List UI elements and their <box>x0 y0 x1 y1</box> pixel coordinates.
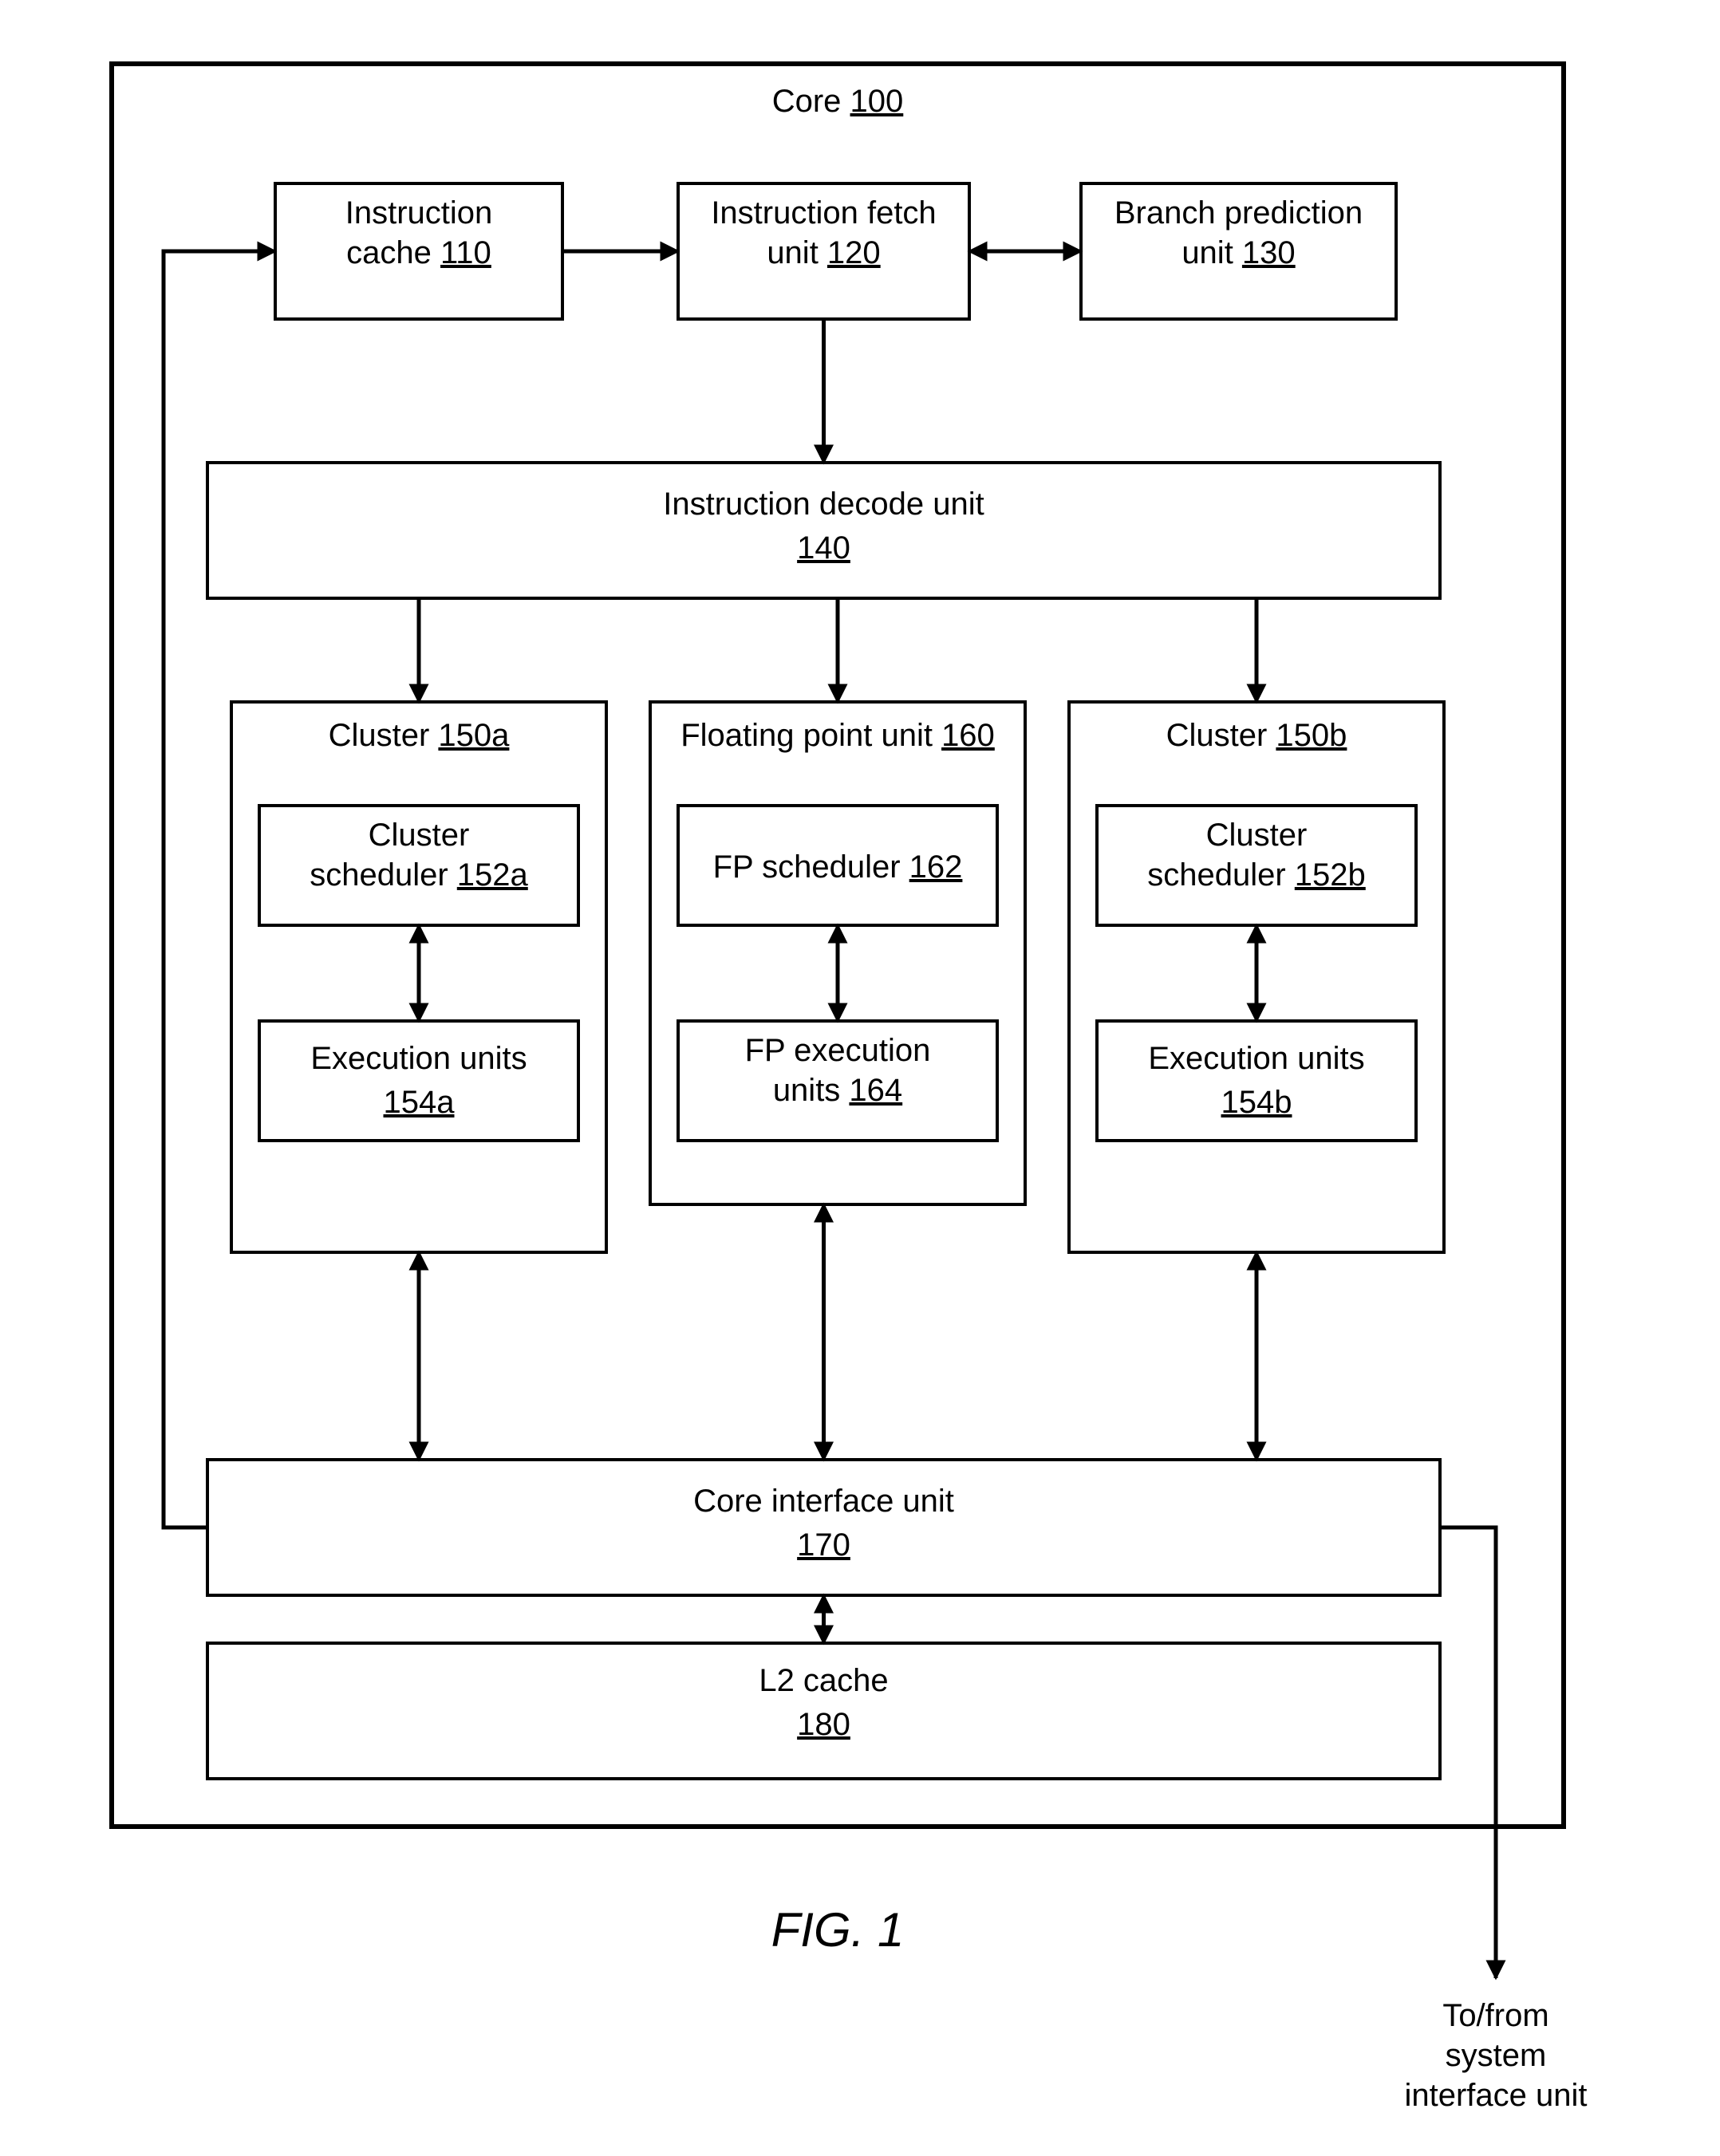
l2-cache-box: L2 cache 180 <box>207 1643 1440 1779</box>
svg-text:L2 cache: L2 cache <box>759 1663 888 1698</box>
execution-units-a-box: Execution units 154a <box>259 1021 578 1141</box>
fp-execution-units-box: FP execution units 164 <box>678 1021 997 1141</box>
svg-text:units 164: units 164 <box>773 1073 902 1108</box>
fp-scheduler-box: FP scheduler 162 <box>678 806 997 925</box>
svg-text:Core 100: Core 100 <box>772 84 904 119</box>
svg-text:170: 170 <box>797 1527 850 1563</box>
execution-units-b-box: Execution units 154b <box>1097 1021 1416 1141</box>
svg-text:140: 140 <box>797 530 850 566</box>
svg-text:system: system <box>1446 2038 1547 2073</box>
svg-text:154b: 154b <box>1221 1085 1292 1120</box>
svg-text:Instruction decode unit: Instruction decode unit <box>663 487 984 522</box>
svg-text:Branch prediction: Branch prediction <box>1114 195 1363 231</box>
svg-text:interface unit: interface unit <box>1404 2078 1587 2113</box>
svg-text:scheduler 152a: scheduler 152a <box>310 857 528 893</box>
svg-text:Cluster: Cluster <box>1206 818 1308 853</box>
cluster-scheduler-a-box: Cluster scheduler 152a <box>259 806 578 925</box>
svg-text:Instruction: Instruction <box>345 195 493 231</box>
svg-text:Cluster 150a: Cluster 150a <box>329 718 511 753</box>
svg-text:154a: 154a <box>384 1085 456 1120</box>
diagram-canvas: Core 100 Instruction cache 110 Instruction … <box>0 0 1720 2156</box>
figure-label: FIG. 1 <box>771 1903 905 1957</box>
svg-text:scheduler 152b: scheduler 152b <box>1147 857 1366 893</box>
cluster-scheduler-b-box: Cluster scheduler 152b <box>1097 806 1416 925</box>
instruction-cache-box: Instruction cache 110 <box>275 183 562 319</box>
svg-text:cache 110: cache 110 <box>346 235 491 270</box>
edge-coreif-to-external <box>1440 1527 1496 1978</box>
external-label: To/from <box>1442 1998 1548 2033</box>
instruction-fetch-box: Instruction fetch unit 120 <box>678 183 969 319</box>
svg-text:Floating point unit 160: Floating point unit 160 <box>681 718 995 753</box>
svg-text:Instruction fetch: Instruction fetch <box>711 195 936 231</box>
svg-text:Execution units: Execution units <box>1148 1041 1364 1076</box>
svg-text:unit 130: unit 130 <box>1182 235 1295 270</box>
svg-text:Core interface unit: Core interface unit <box>693 1484 954 1519</box>
svg-text:FP scheduler 162: FP scheduler 162 <box>713 849 963 885</box>
core-interface-box: Core interface unit 170 <box>207 1460 1440 1595</box>
svg-text:Execution units: Execution units <box>310 1041 527 1076</box>
instruction-decode-box: Instruction decode unit 140 <box>207 463 1440 598</box>
branch-prediction-box: Branch prediction unit 130 <box>1081 183 1396 319</box>
svg-text:180: 180 <box>797 1707 850 1742</box>
svg-text:unit 120: unit 120 <box>767 235 880 270</box>
svg-text:Cluster: Cluster <box>369 818 470 853</box>
svg-text:FP execution: FP execution <box>745 1033 931 1068</box>
svg-text:Cluster 150b: Cluster 150b <box>1166 718 1347 753</box>
